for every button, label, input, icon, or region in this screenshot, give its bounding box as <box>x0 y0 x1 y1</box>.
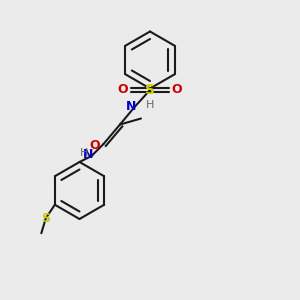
Text: H: H <box>146 100 154 110</box>
Text: N: N <box>126 100 136 113</box>
Text: O: O <box>172 83 182 97</box>
Text: S: S <box>145 83 155 97</box>
Text: N: N <box>82 148 93 161</box>
Text: H: H <box>80 148 88 158</box>
Text: S: S <box>41 212 50 225</box>
Text: O: O <box>118 83 128 97</box>
Text: O: O <box>90 139 101 152</box>
